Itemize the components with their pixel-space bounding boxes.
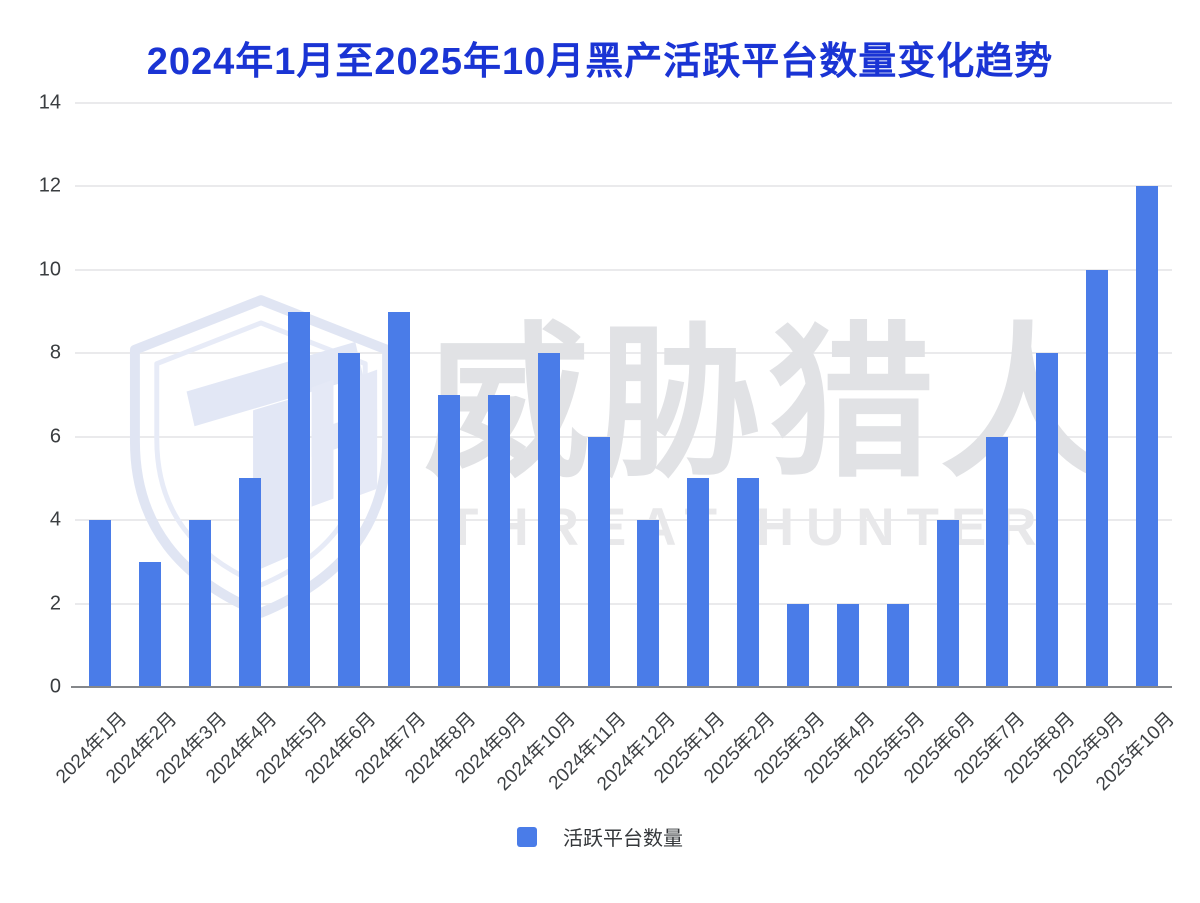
y-tick-label-14: 14 [38,91,61,114]
bar-2025年7月 [986,436,1009,687]
y-tick-label-0: 0 [49,675,61,698]
bar-2024年1月 [88,520,111,687]
x-axis-line [71,686,1172,688]
y-tick-label-6: 6 [49,425,61,448]
axis-layer [71,103,1172,688]
bar-2025年1月 [687,478,710,687]
bar-2025年4月 [836,603,859,687]
gridline-y-6 [75,435,1172,438]
bar-2024年8月 [437,395,460,687]
bar-2024年4月 [238,478,261,687]
gridline-y-8 [75,352,1172,355]
y-tick-label-12: 12 [38,174,61,197]
legend: 活跃平台数量 [0,822,1200,851]
bar-2024年2月 [138,561,161,687]
bar-2024年6月 [338,353,361,687]
bar-2025年2月 [737,478,760,687]
y-tick-label-10: 10 [38,258,61,281]
bar-2024年5月 [288,311,311,687]
bar-2025年5月 [886,603,909,687]
bars-layer [75,103,1172,687]
y-tick-label-4: 4 [49,508,61,531]
legend-swatch [517,826,537,847]
y-tick-label-2: 2 [49,592,61,615]
gridline-y-14 [75,102,1172,104]
watermark-layer: 威胁猎人 THREAT HUNTER [75,103,1172,687]
bar-2024年12月 [637,520,660,687]
bar-2024年11月 [587,436,610,687]
bar-2024年7月 [388,311,411,687]
bar-2025年9月 [1086,269,1109,687]
gridline-y-4 [75,519,1172,522]
threat-hunter-shield-logo-icon [129,295,393,618]
bar-2025年3月 [787,603,810,687]
bar-2025年8月 [1036,353,1059,687]
bar-2024年3月 [188,520,211,687]
axis-labels-layer: 0 2 4 6 8 10 12 14 2024年1月 2024年2月 2024年3月 2024年4月 2… [39,92,1179,796]
bar-2025年10月 [1136,186,1159,687]
gridline-y-2 [75,602,1172,605]
y-tick-label-8: 8 [49,341,61,364]
legend-label: 活跃平台数量 [563,828,683,850]
bar-2024年9月 [487,395,510,687]
gridline-y-12 [75,185,1172,188]
bar-2024年10月 [537,353,560,687]
grid-layer [75,102,1172,687]
plot-area: 威胁猎人 THREAT HUNTER 024681012142024年1月202… [39,92,1179,796]
chart-title: 2024年1月至2025年10月黑产活跃平台数量变化趋势 [146,41,1054,83]
bar-2025年6月 [936,520,959,687]
gridline-y-10 [75,268,1172,271]
